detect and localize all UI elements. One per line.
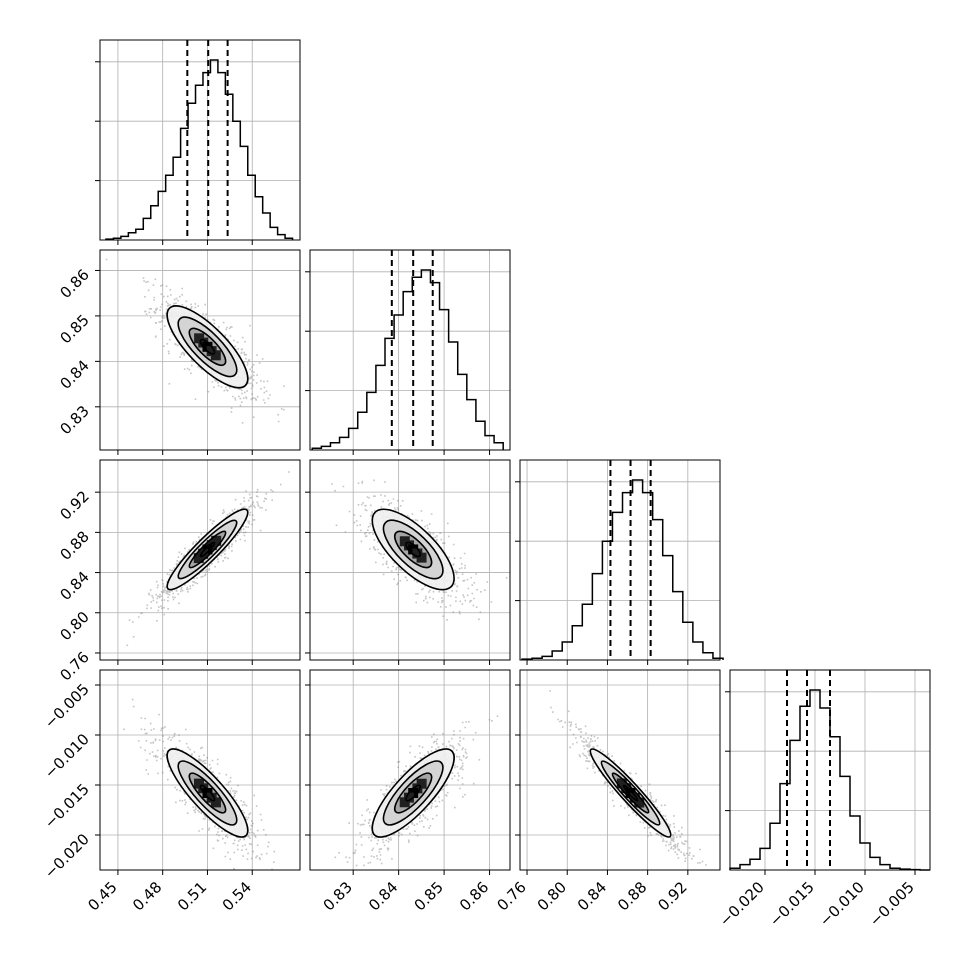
panel-frame — [99, 249, 301, 451]
density-layer — [167, 305, 671, 838]
contour-line — [589, 748, 672, 838]
density-core-block — [210, 797, 221, 808]
density-core-block — [399, 797, 410, 808]
contour-line — [393, 772, 433, 814]
contour-line — [600, 760, 661, 826]
histogram-step-line — [521, 479, 724, 660]
panel-frame — [99, 669, 301, 871]
contour-line — [405, 784, 422, 802]
histogram-layer — [105, 40, 930, 871]
contour-line — [166, 508, 249, 591]
frame-layer — [99, 39, 931, 871]
contour-line — [166, 748, 249, 838]
contour-line — [371, 748, 455, 838]
panel-frame — [519, 459, 721, 661]
contour-line — [188, 530, 227, 569]
contour-line — [199, 338, 216, 355]
contour-line — [393, 530, 433, 569]
contour-line — [371, 508, 455, 591]
panel-frame — [309, 669, 511, 871]
panel-frame — [309, 249, 511, 451]
contour-line — [382, 760, 444, 826]
contour-line — [199, 784, 216, 802]
contour-line — [177, 519, 238, 580]
panel-frame — [309, 459, 511, 661]
panel-frame — [99, 39, 301, 241]
contour-line — [611, 772, 650, 814]
density-core-block — [210, 350, 221, 361]
contour-line — [188, 772, 227, 814]
histogram-step-line — [729, 689, 930, 871]
grid-layer — [100, 40, 930, 870]
panel-frame — [729, 669, 931, 871]
contour-line — [188, 327, 227, 367]
contour-layer — [166, 305, 672, 838]
density-core-block — [634, 797, 645, 808]
density-core-block — [416, 552, 427, 563]
panel-frame — [99, 459, 301, 661]
contour-line — [622, 784, 639, 802]
contour-line — [199, 541, 216, 558]
panel-frame — [519, 669, 721, 871]
contour-line — [382, 519, 444, 580]
histogram-step-line — [105, 59, 294, 240]
contour-line — [405, 541, 422, 558]
histogram-step-line — [311, 269, 504, 450]
density-core-block — [193, 553, 204, 564]
contour-line — [166, 305, 249, 389]
contour-line — [177, 760, 238, 826]
contour-line — [177, 316, 238, 378]
